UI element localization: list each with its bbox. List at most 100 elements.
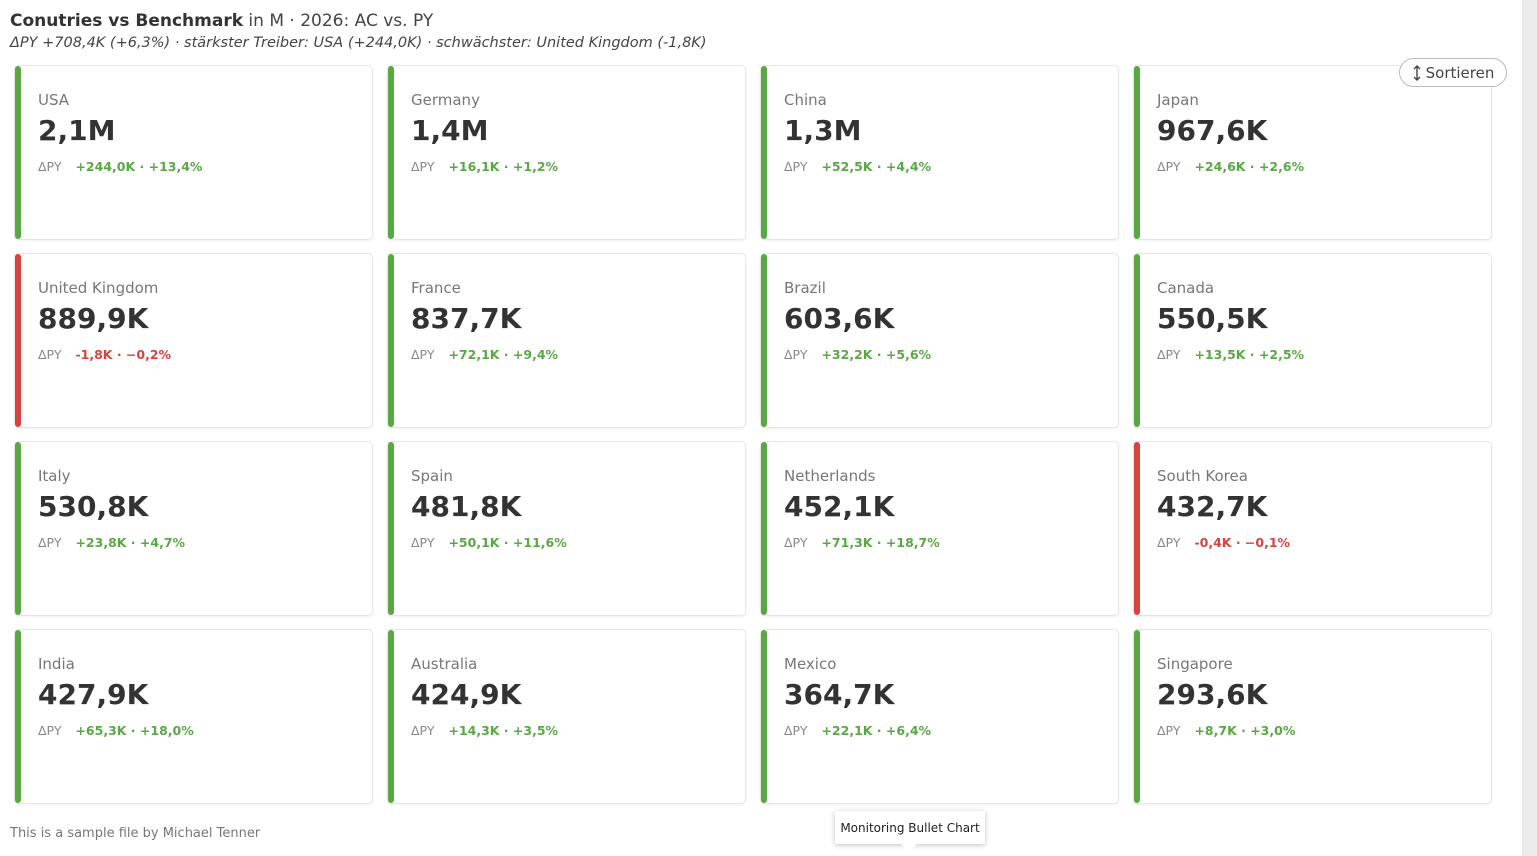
country-name: Spain bbox=[411, 467, 453, 485]
status-bar bbox=[1134, 254, 1140, 427]
sort-button[interactable]: Sortieren bbox=[1399, 58, 1507, 87]
kpi-value: 432,7K bbox=[1157, 490, 1268, 523]
kpi-card[interactable]: Japan 967,6K ΔPY +24,6K · +2,6% bbox=[1133, 65, 1492, 240]
country-name: Brazil bbox=[784, 279, 826, 297]
status-bar bbox=[388, 254, 394, 427]
delta-value: +50,1K · +11,6% bbox=[448, 535, 567, 550]
delta-row: ΔPY +50,1K · +11,6% bbox=[411, 535, 567, 550]
tooltip-pointer bbox=[901, 844, 917, 852]
country-name: Germany bbox=[411, 91, 480, 109]
delta-row: ΔPY +72,1K · +9,4% bbox=[411, 347, 558, 362]
delta-row: ΔPY +8,7K · +3,0% bbox=[1157, 723, 1295, 738]
delta-row: ΔPY +22,1K · +6,4% bbox=[784, 723, 931, 738]
kpi-card[interactable]: India 427,9K ΔPY +65,3K · +18,0% bbox=[14, 629, 373, 804]
kpi-card[interactable]: Brazil 603,6K ΔPY +32,2K · +5,6% bbox=[760, 253, 1119, 428]
delta-value: +14,3K · +3,5% bbox=[448, 723, 559, 738]
delta-label: ΔPY bbox=[1157, 159, 1181, 174]
country-name: India bbox=[38, 655, 75, 673]
country-name: Singapore bbox=[1157, 655, 1233, 673]
delta-label: ΔPY bbox=[38, 535, 62, 550]
delta-value: +23,8K · +4,7% bbox=[75, 535, 186, 550]
delta-value: +8,7K · +3,0% bbox=[1194, 723, 1296, 738]
status-bar bbox=[15, 442, 21, 615]
delta-value: -1,8K · −0,2% bbox=[75, 347, 172, 362]
delta-value: +32,2K · +5,6% bbox=[821, 347, 932, 362]
kpi-value: 603,6K bbox=[784, 302, 895, 335]
kpi-card[interactable]: Mexico 364,7K ΔPY +22,1K · +6,4% bbox=[760, 629, 1119, 804]
country-name: USA bbox=[38, 91, 70, 109]
country-name: Mexico bbox=[784, 655, 837, 673]
kpi-card[interactable]: United Kingdom 889,9K ΔPY -1,8K · −0,2% bbox=[14, 253, 373, 428]
delta-value: +22,1K · +6,4% bbox=[821, 723, 932, 738]
delta-label: ΔPY bbox=[38, 347, 62, 362]
delta-row: ΔPY +65,3K · +18,0% bbox=[38, 723, 194, 738]
country-name: United Kingdom bbox=[38, 279, 159, 297]
kpi-card[interactable]: Netherlands 452,1K ΔPY +71,3K · +18,7% bbox=[760, 441, 1119, 616]
kpi-value: 2,1M bbox=[38, 114, 116, 147]
delta-value: +24,6K · +2,6% bbox=[1194, 159, 1305, 174]
delta-row: ΔPY +32,2K · +5,6% bbox=[784, 347, 931, 362]
scrollbar[interactable] bbox=[1522, 0, 1537, 856]
kpi-value: 1,4M bbox=[411, 114, 489, 147]
kpi-value: 837,7K bbox=[411, 302, 522, 335]
kpi-card[interactable]: South Korea 432,7K ΔPY -0,4K · −0,1% bbox=[1133, 441, 1492, 616]
kpi-value: 452,1K bbox=[784, 490, 895, 523]
delta-row: ΔPY +23,8K · +4,7% bbox=[38, 535, 185, 550]
delta-value: +65,3K · +18,0% bbox=[75, 723, 194, 738]
country-name: Netherlands bbox=[784, 467, 876, 485]
tooltip: Monitoring Bullet Chart bbox=[835, 811, 985, 852]
kpi-card[interactable]: Germany 1,4M ΔPY +16,1K · +1,2% bbox=[387, 65, 746, 240]
kpi-value: 427,9K bbox=[38, 678, 149, 711]
delta-row: ΔPY -0,4K · −0,1% bbox=[1157, 535, 1290, 550]
country-name: South Korea bbox=[1157, 467, 1248, 485]
status-bar bbox=[15, 66, 21, 239]
kpi-card[interactable]: Spain 481,8K ΔPY +50,1K · +11,6% bbox=[387, 441, 746, 616]
kpi-value: 424,9K bbox=[411, 678, 522, 711]
status-bar bbox=[761, 442, 767, 615]
delta-value: +244,0K · +13,4% bbox=[75, 159, 203, 174]
kpi-card[interactable]: Italy 530,8K ΔPY +23,8K · +4,7% bbox=[14, 441, 373, 616]
tooltip-text: Monitoring Bullet Chart bbox=[840, 820, 980, 835]
sort-label: Sortieren bbox=[1425, 63, 1495, 82]
kpi-value: 550,5K bbox=[1157, 302, 1268, 335]
kpi-value: 889,9K bbox=[38, 302, 149, 335]
kpi-value: 293,6K bbox=[1157, 678, 1268, 711]
delta-value: +16,1K · +1,2% bbox=[448, 159, 559, 174]
delta-row: ΔPY +14,3K · +3,5% bbox=[411, 723, 558, 738]
delta-label: ΔPY bbox=[1157, 723, 1181, 738]
sort-icon bbox=[1413, 64, 1421, 81]
delta-value: +72,1K · +9,4% bbox=[448, 347, 559, 362]
delta-value: +52,5K · +4,4% bbox=[821, 159, 932, 174]
kpi-card[interactable]: France 837,7K ΔPY +72,1K · +9,4% bbox=[387, 253, 746, 428]
delta-label: ΔPY bbox=[784, 535, 808, 550]
delta-value: +13,5K · +2,5% bbox=[1194, 347, 1305, 362]
kpi-card[interactable]: Singapore 293,6K ΔPY +8,7K · +3,0% bbox=[1133, 629, 1492, 804]
delta-value: +71,3K · +18,7% bbox=[821, 535, 940, 550]
country-name: Canada bbox=[1157, 279, 1215, 297]
country-name: France bbox=[411, 279, 461, 297]
kpi-card[interactable]: Australia 424,9K ΔPY +14,3K · +3,5% bbox=[387, 629, 746, 804]
status-bar bbox=[1134, 630, 1140, 803]
status-bar bbox=[761, 254, 767, 427]
delta-row: ΔPY +52,5K · +4,4% bbox=[784, 159, 931, 174]
title-rest: in M · 2026: AC vs. PY bbox=[243, 11, 434, 31]
kpi-card[interactable]: Canada 550,5K ΔPY +13,5K · +2,5% bbox=[1133, 253, 1492, 428]
status-bar bbox=[388, 630, 394, 803]
country-name: Australia bbox=[411, 655, 478, 673]
country-name: China bbox=[784, 91, 827, 109]
status-bar bbox=[388, 66, 394, 239]
kpi-value: 364,7K bbox=[784, 678, 895, 711]
status-bar bbox=[15, 254, 21, 427]
delta-label: ΔPY bbox=[1157, 347, 1181, 362]
footer: This is a sample file by Michael Tenner bbox=[10, 826, 261, 841]
kpi-card[interactable]: USA 2,1M ΔPY +244,0K · +13,4% bbox=[14, 65, 373, 240]
status-bar bbox=[1134, 66, 1140, 239]
country-name: Italy bbox=[38, 467, 71, 485]
kpi-card[interactable]: China 1,3M ΔPY +52,5K · +4,4% bbox=[760, 65, 1119, 240]
title-bold: Conutries vs Benchmark bbox=[10, 11, 244, 31]
delta-label: ΔPY bbox=[784, 347, 808, 362]
delta-value: -0,4K · −0,1% bbox=[1194, 535, 1291, 550]
delta-row: ΔPY +16,1K · +1,2% bbox=[411, 159, 558, 174]
kpi-value: 1,3M bbox=[784, 114, 862, 147]
